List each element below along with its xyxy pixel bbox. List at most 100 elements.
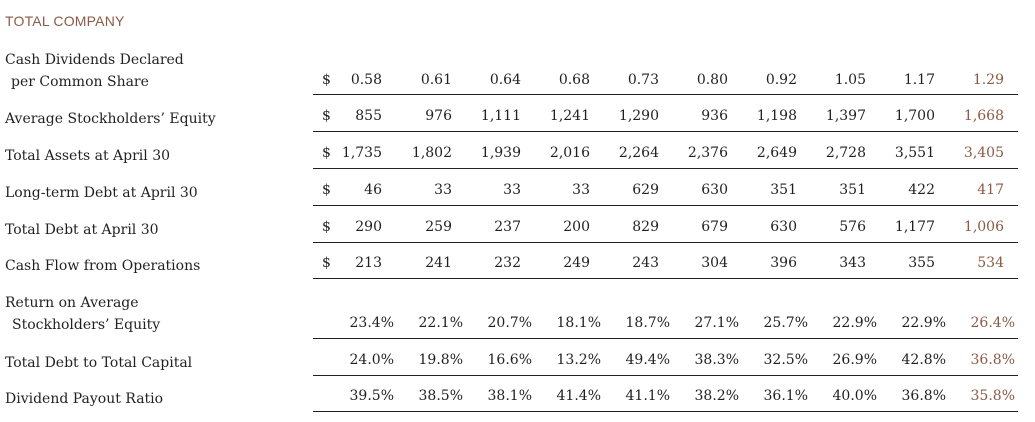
row-label: Cash Flow from Operations: [5, 258, 201, 274]
table-cell: 33: [434, 182, 452, 198]
table-cell: 35.8%: [970, 388, 1015, 404]
table-cell: 1,802: [411, 145, 452, 161]
table-cell: 855: [355, 108, 382, 124]
table-cell: 32.5%: [763, 352, 808, 368]
table-cell: 3,405: [963, 145, 1004, 161]
table-cell: 40.0%: [832, 388, 877, 404]
row-divider: [313, 242, 1018, 243]
table-cell: 213: [355, 255, 382, 271]
row-label: Stockholders’ Equity: [12, 317, 161, 333]
table-cell: 976: [425, 108, 452, 124]
table-cell: 22.9%: [901, 315, 946, 331]
table-cell: 0.73: [627, 72, 659, 88]
table-cell: 249: [563, 255, 590, 271]
table-cell: 0.68: [558, 72, 590, 88]
table-cell: 576: [839, 219, 866, 235]
table-cell: 200: [563, 219, 590, 235]
table-cell: 1.17: [903, 72, 935, 88]
row-label: per Common Share: [11, 74, 149, 90]
table-cell: 1,700: [894, 108, 935, 124]
table-cell: 304: [701, 255, 728, 271]
table-cell: 26.9%: [832, 352, 877, 368]
row-divider: [313, 205, 1018, 206]
table-cell: 2,649: [756, 145, 797, 161]
table-cell: 417: [977, 182, 1004, 198]
table-cell: 351: [770, 182, 797, 198]
table-cell: 290: [355, 219, 382, 235]
table-cell: 343: [839, 255, 866, 271]
table-cell: 19.8%: [418, 352, 463, 368]
table-cell: 243: [632, 255, 659, 271]
table-cell: 0.80: [696, 72, 728, 88]
row-label: Average Stockholders’ Equity: [5, 111, 216, 127]
table-cell: 679: [701, 219, 728, 235]
row-divider: [313, 338, 1018, 339]
table-cell: 26.4%: [970, 315, 1015, 331]
table-cell: 237: [494, 219, 521, 235]
table-cell: 38.5%: [418, 388, 463, 404]
currency-symbol: $: [322, 108, 331, 124]
table-cell: 259: [425, 219, 452, 235]
table-cell: 2,016: [549, 145, 590, 161]
table-cell: 0.58: [350, 72, 382, 88]
table-cell: 0.92: [765, 72, 797, 88]
row-label: Cash Dividends Declared: [5, 52, 184, 68]
table-cell: 1,290: [618, 108, 659, 124]
table-cell: 39.5%: [349, 388, 394, 404]
table-cell: 829: [632, 219, 659, 235]
table-cell: 22.1%: [418, 315, 463, 331]
currency-symbol: $: [322, 219, 331, 235]
table-cell: 42.8%: [901, 352, 946, 368]
table-cell: 422: [908, 182, 935, 198]
table-cell: 13.2%: [556, 352, 601, 368]
table-cell: 629: [632, 182, 659, 198]
row-label: Total Debt at April 30: [5, 222, 159, 238]
table-cell: 1,735: [341, 145, 382, 161]
table-cell: 1,397: [825, 108, 866, 124]
row-label: Long-term Debt at April 30: [5, 185, 198, 201]
table-cell: 1,939: [480, 145, 521, 161]
row-label: Return on Average: [5, 295, 139, 311]
table-cell: 351: [839, 182, 866, 198]
table-cell: 0.61: [420, 72, 452, 88]
table-cell: 396: [770, 255, 797, 271]
currency-symbol: $: [322, 145, 331, 161]
table-cell: 1,198: [756, 108, 797, 124]
row-divider: [313, 375, 1018, 376]
table-cell: 25.7%: [763, 315, 808, 331]
row-label: Dividend Payout Ratio: [5, 391, 164, 407]
table-cell: 0.64: [489, 72, 521, 88]
table-cell: 630: [770, 219, 797, 235]
table-cell: 20.7%: [487, 315, 532, 331]
table-cell: 1,177: [894, 219, 935, 235]
table-cell: 1.29: [972, 72, 1004, 88]
table-cell: 2,376: [687, 145, 728, 161]
table-cell: 27.1%: [694, 315, 739, 331]
table-cell: 41.1%: [625, 388, 670, 404]
row-divider: [313, 411, 1018, 412]
row-label: Total Debt to Total Capital: [5, 355, 193, 371]
row-divider: [313, 131, 1018, 132]
table-cell: 36.8%: [970, 352, 1015, 368]
table-cell: 49.4%: [625, 352, 670, 368]
section-title: TOTAL COMPANY: [5, 13, 125, 29]
table-cell: 22.9%: [832, 315, 877, 331]
table-cell: 1.05: [834, 72, 866, 88]
currency-symbol: $: [322, 182, 331, 198]
table-cell: 3,551: [894, 145, 935, 161]
table-cell: 33: [503, 182, 521, 198]
table-cell: 36.1%: [763, 388, 808, 404]
table-cell: 630: [701, 182, 728, 198]
table-cell: 232: [494, 255, 521, 271]
table-cell: 2,728: [825, 145, 866, 161]
table-cell: 355: [908, 255, 935, 271]
table-cell: 38.3%: [694, 352, 739, 368]
table-cell: 534: [977, 255, 1004, 271]
table-cell: 18.1%: [556, 315, 601, 331]
table-cell: 1,111: [480, 108, 521, 124]
table-cell: 41.4%: [556, 388, 601, 404]
table-cell: 38.1%: [487, 388, 532, 404]
table-cell: 23.4%: [349, 315, 394, 331]
row-label: Total Assets at April 30: [5, 148, 171, 164]
table-cell: 24.0%: [349, 352, 394, 368]
